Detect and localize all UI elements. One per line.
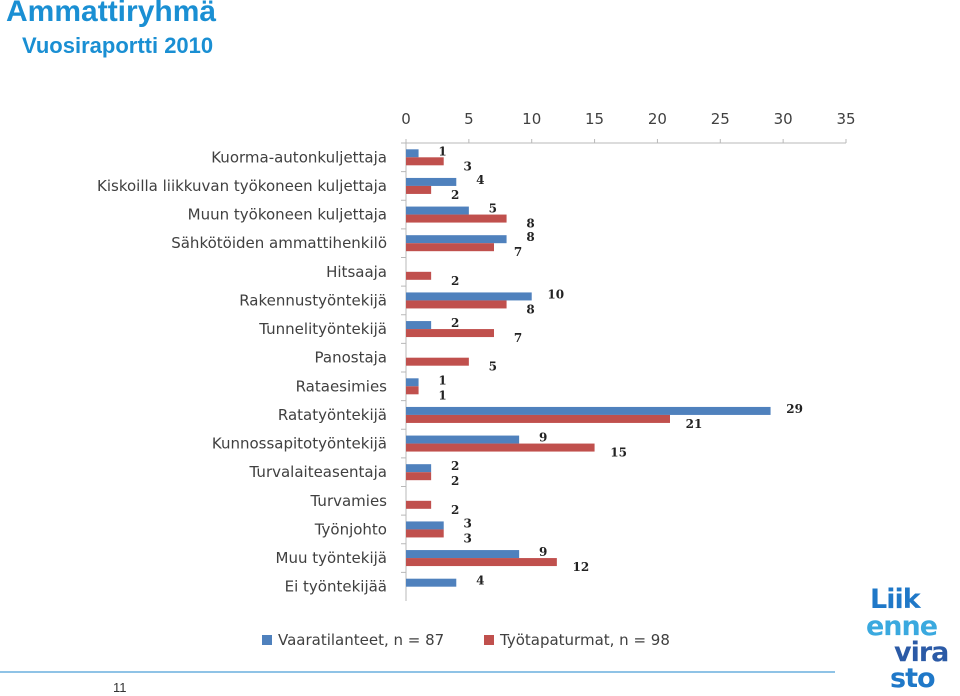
data-label: 9 — [539, 545, 547, 559]
bar-tyotapaturmat — [406, 472, 432, 481]
data-label: 8 — [526, 230, 534, 244]
category-label: Rakennustyöntekijä — [239, 291, 387, 309]
category-label: Työnjohto — [314, 520, 387, 538]
data-label: 5 — [489, 360, 497, 374]
legend-swatch — [484, 635, 494, 645]
category-label: Ei työntekijää — [285, 578, 387, 596]
data-label: 15 — [610, 446, 627, 460]
bar-tyotapaturmat — [406, 329, 494, 338]
bar-tyotapaturmat — [406, 529, 444, 538]
data-label: 12 — [573, 560, 590, 574]
category-label: Kunnossapitotyöntekijä — [212, 435, 387, 453]
data-label: 4 — [476, 574, 484, 588]
data-label: 21 — [686, 417, 703, 431]
category-label: Ratatyöntekijä — [278, 406, 387, 424]
data-label: 3 — [464, 531, 472, 545]
bar-tyotapaturmat — [406, 185, 432, 194]
logo-line-1: Liik — [870, 584, 921, 615]
bar-vaaratilanteet — [406, 206, 469, 215]
category-label: Kiskoilla liikkuvan työkoneen kuljettaja — [97, 177, 387, 195]
data-label: 5 — [489, 202, 497, 216]
bar-tyotapaturmat — [406, 243, 494, 252]
bar-tyotapaturmat — [406, 443, 595, 452]
logo-line-4: sto — [890, 663, 936, 694]
data-label: 2 — [451, 503, 459, 517]
x-tick-label: 25 — [711, 110, 730, 128]
data-label: 2 — [451, 474, 459, 488]
category-label: Turvamies — [310, 492, 388, 510]
bar-tyotapaturmat — [406, 157, 444, 166]
x-tick-label: 5 — [464, 110, 474, 128]
page-title: Ammattiryhmä — [6, 0, 217, 28]
category-label: Rataesimies — [296, 377, 388, 395]
legend-label: Vaaratilanteet, n = 87 — [278, 631, 444, 649]
data-label: 1 — [438, 388, 446, 402]
logo-line-2: enne — [866, 611, 938, 642]
bar-tyotapaturmat — [406, 271, 432, 280]
bar-vaaratilanteet — [406, 464, 432, 473]
bar-vaaratilanteet — [406, 550, 520, 559]
bar-vaaratilanteet — [406, 177, 457, 186]
category-label: Tunnelityöntekijä — [258, 320, 387, 338]
bar-vaaratilanteet — [406, 292, 532, 301]
data-label: 8 — [526, 302, 534, 316]
legend-swatch — [262, 635, 272, 645]
bar-vaaratilanteet — [406, 406, 771, 415]
x-tick-label: 15 — [585, 110, 604, 128]
logo-line-3: vira — [894, 637, 949, 668]
footer-divider — [0, 671, 835, 673]
bar-vaaratilanteet — [406, 378, 419, 387]
bar-vaaratilanteet — [406, 435, 520, 444]
bar-tyotapaturmat — [406, 214, 507, 223]
liikennevirasto-logo: Liik enne vira sto — [858, 585, 958, 693]
bar-tyotapaturmat — [406, 386, 419, 395]
bar-tyotapaturmat — [406, 558, 557, 567]
x-tick-label: 0 — [401, 110, 411, 128]
data-label: 2 — [451, 459, 459, 473]
data-label: 3 — [464, 516, 472, 530]
category-label: Muu työntekijä — [276, 549, 388, 567]
data-label: 2 — [451, 274, 459, 288]
data-label: 4 — [476, 173, 484, 187]
data-label: 2 — [451, 188, 459, 202]
bar-vaaratilanteet — [406, 578, 457, 587]
data-label: 2 — [451, 316, 459, 330]
data-label: 9 — [539, 431, 547, 445]
data-label: 1 — [438, 373, 446, 387]
bar-vaaratilanteet — [406, 235, 507, 244]
bar-tyotapaturmat — [406, 300, 507, 309]
data-label: 3 — [464, 159, 472, 173]
bar-tyotapaturmat — [406, 357, 469, 366]
category-label: Panostaja — [315, 349, 388, 367]
page-subtitle: Vuosiraportti 2010 — [22, 33, 214, 58]
data-label: 10 — [547, 287, 564, 301]
x-tick-label: 35 — [836, 110, 855, 128]
data-label: 7 — [514, 245, 522, 259]
category-label: Turvalaiteasentaja — [249, 463, 387, 481]
data-label: 7 — [514, 331, 522, 345]
bar-tyotapaturmat — [406, 500, 432, 509]
category-label: Sähkötöiden ammattihenkilö — [171, 234, 387, 252]
category-label: Muun työkoneen kuljettaja — [188, 206, 387, 224]
legend-label: Työtapaturmat, n = 98 — [499, 631, 670, 649]
data-label: 8 — [526, 217, 534, 231]
category-label: Kuorma-autonkuljettaja — [211, 148, 387, 166]
x-tick-label: 10 — [522, 110, 541, 128]
bar-vaaratilanteet — [406, 321, 432, 330]
x-tick-label: 20 — [648, 110, 667, 128]
bar-vaaratilanteet — [406, 521, 444, 530]
bar-vaaratilanteet — [406, 149, 419, 158]
data-label: 29 — [786, 402, 803, 416]
category-label: Hitsaaja — [326, 263, 387, 281]
x-tick-label: 30 — [774, 110, 793, 128]
bar-tyotapaturmat — [406, 414, 670, 423]
data-label: 1 — [438, 144, 446, 158]
page-number: 11 — [113, 680, 127, 695]
